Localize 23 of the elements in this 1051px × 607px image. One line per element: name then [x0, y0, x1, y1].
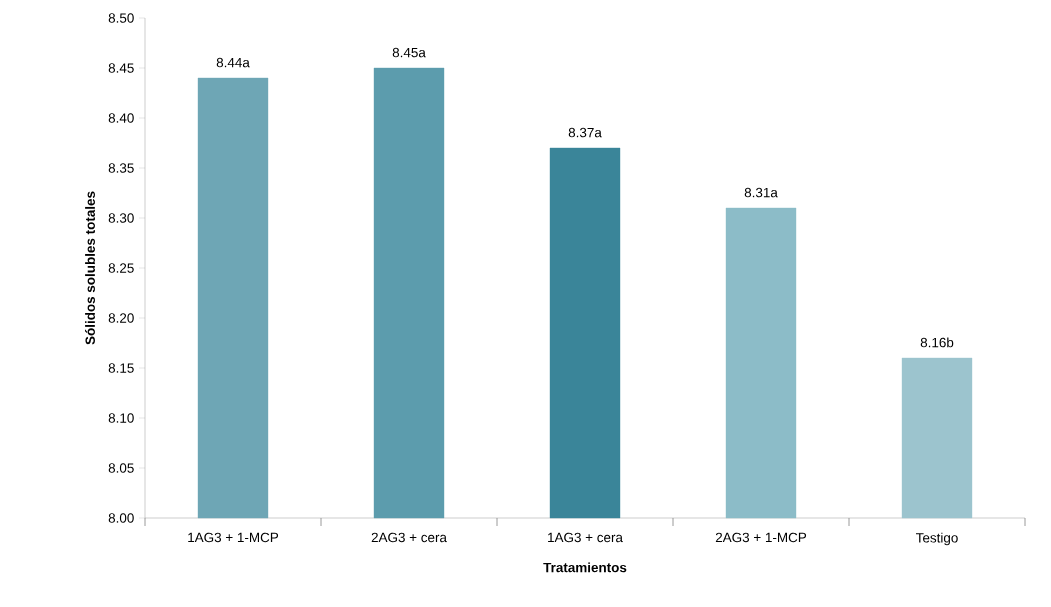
- data-label: 8.31a: [744, 187, 778, 198]
- y-tick-label: 8.05: [108, 463, 134, 473]
- y-tick-label: 8.45: [108, 63, 134, 73]
- data-label: 8.44a: [216, 57, 250, 68]
- x-tick-label: Testigo: [915, 532, 958, 546]
- x-tick-label: 2AG3 + cera: [371, 532, 447, 543]
- x-tick-label: 1AG3 + 1-MCP: [188, 532, 279, 543]
- x-axis-title: Tratamientos: [543, 562, 627, 573]
- y-tick-label: 8.35: [108, 163, 134, 173]
- y-tick-label: 8.15: [108, 363, 134, 373]
- y-tick-label: 8.50: [108, 13, 134, 23]
- y-tick-label: 8.25: [108, 263, 134, 273]
- x-tick-label: 2AG3 + 1-MCP: [715, 532, 807, 543]
- y-tick-label: 8.10: [108, 413, 134, 423]
- y-tick-label: 8.40: [108, 113, 134, 123]
- y-axis-title: Sólidos solubles totales: [84, 191, 95, 345]
- x-tick-label: 1AG3 + cera: [548, 532, 623, 543]
- y-tick-label: 8.20: [108, 313, 134, 323]
- y-tick-label: 8.00: [108, 513, 134, 523]
- y-tick-label: 8.30: [108, 213, 134, 223]
- data-label: 8.37a: [568, 127, 602, 138]
- data-label: 8.16b: [920, 337, 954, 348]
- data-label: 8.45a: [392, 47, 426, 58]
